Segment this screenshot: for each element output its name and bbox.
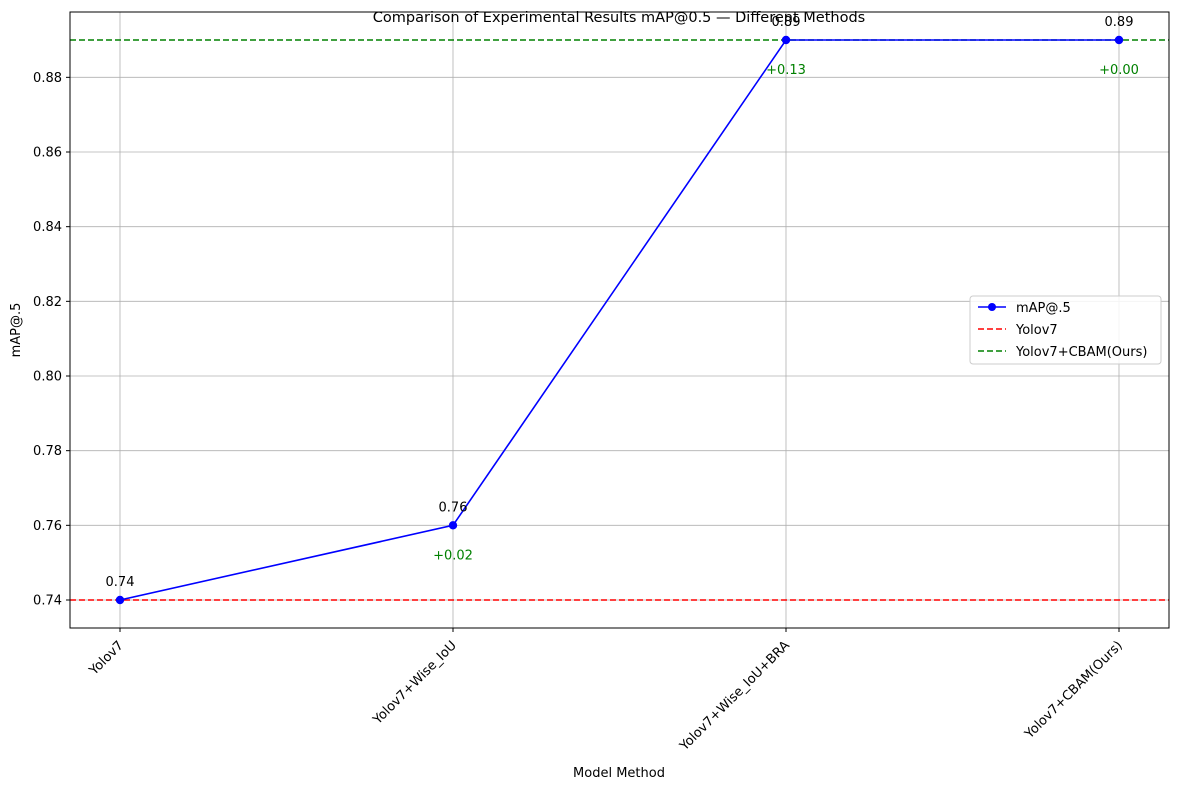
x-axis-label: Model Method bbox=[573, 766, 665, 781]
legend-marker-map bbox=[988, 303, 996, 311]
reference-lines bbox=[70, 39, 1169, 601]
delta-label: +0.02 bbox=[433, 548, 473, 563]
y-tick-label: 0.82 bbox=[33, 295, 62, 310]
y-tick-label: 0.84 bbox=[33, 220, 62, 235]
data-point bbox=[448, 521, 458, 530]
data-labels: 0.74 0.76 0.89 0.89 +0.02 +0.13 +0.00 bbox=[106, 15, 1139, 590]
series-layer bbox=[115, 35, 1124, 605]
delta-label: +0.00 bbox=[1099, 63, 1139, 78]
series-line bbox=[119, 39, 1119, 601]
legend: mAP@.5 Yolov7 Yolov7+CBAM(Ours) bbox=[969, 295, 1162, 365]
data-point bbox=[1114, 35, 1124, 45]
y-tick-label: 0.88 bbox=[33, 71, 62, 86]
y-axis-label: mAP@.5 bbox=[9, 303, 24, 358]
plot-frame bbox=[69, 11, 1170, 629]
legend-box bbox=[969, 295, 1162, 365]
delta-label: +0.13 bbox=[766, 63, 806, 78]
data-point bbox=[781, 35, 791, 45]
y-tick-label: 0.86 bbox=[33, 146, 62, 161]
legend-label-ours: Yolov7+CBAM(Ours) bbox=[1015, 345, 1147, 360]
value-label: 0.74 bbox=[106, 575, 135, 590]
y-tick-label: 0.78 bbox=[33, 444, 62, 459]
value-label: 0.76 bbox=[439, 500, 468, 515]
grid bbox=[70, 12, 1169, 628]
y-tick-label: 0.80 bbox=[33, 370, 62, 385]
value-label: 0.89 bbox=[1105, 15, 1134, 30]
legend-label-map: mAP@.5 bbox=[1016, 301, 1071, 316]
data-point bbox=[115, 595, 125, 605]
chart-title: Comparison of Experimental Results mAP@0… bbox=[373, 10, 865, 26]
value-label: 0.89 bbox=[772, 15, 801, 30]
legend-label-yolov7: Yolov7 bbox=[1015, 323, 1058, 338]
y-tick-label: 0.74 bbox=[33, 594, 62, 609]
y-tick-label: 0.76 bbox=[33, 519, 62, 534]
